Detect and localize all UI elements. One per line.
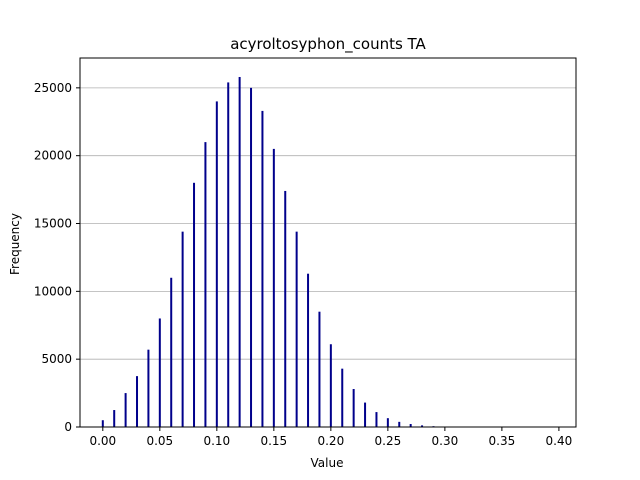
x-tick-label: 0.10 [203, 434, 230, 448]
grid-lines [80, 87, 576, 360]
histogram-bar [352, 389, 355, 427]
histogram-bar [398, 421, 401, 427]
histogram-bar [341, 368, 344, 427]
histogram-bar [375, 412, 378, 427]
histogram-bar [386, 418, 389, 427]
histogram-bar [364, 402, 367, 427]
x-tick-label: 0.35 [489, 434, 516, 448]
x-tick-label: 0.30 [432, 434, 459, 448]
histogram-bar [113, 410, 116, 427]
histogram-bar [284, 190, 287, 427]
y-tick-label: 10000 [34, 284, 72, 298]
y-tick-label: 5000 [41, 352, 72, 366]
histogram-bar [136, 376, 139, 427]
histogram-bar [158, 318, 161, 427]
histogram-bar [227, 82, 230, 427]
histogram-bar [318, 311, 321, 427]
histogram-bar [261, 110, 264, 428]
x-tick-label: 0.20 [317, 434, 344, 448]
x-tick-label: 0.25 [375, 434, 402, 448]
plot-frame [79, 57, 577, 428]
histogram-bar [101, 420, 104, 427]
x-tick-label: 0.00 [89, 434, 116, 448]
y-tick-label: 25000 [34, 81, 72, 95]
histogram-bar [147, 349, 150, 427]
chart-title: acyroltosyphon_counts TA [230, 35, 426, 54]
histogram-bar [307, 273, 310, 427]
histogram-bar [170, 277, 173, 427]
histogram-bar [329, 344, 332, 427]
histogram-bar [250, 87, 253, 428]
y-tick-label: 15000 [34, 217, 72, 231]
histogram-bar [181, 231, 184, 427]
histogram-bar [409, 424, 412, 427]
x-axis-label: Value [311, 456, 344, 470]
y-tick-label: 0 [64, 420, 72, 434]
histogram-bar [295, 231, 298, 427]
histogram-bar [421, 425, 424, 427]
histogram-bar [238, 76, 241, 427]
x-tick-label: 0.40 [546, 434, 573, 448]
axis-ticks: 0 5000 10000 15000 20000 25000 0.00 0.05 0.10 0.1… [34, 81, 572, 448]
histogram-bar [204, 142, 207, 427]
histogram-bar [272, 148, 275, 428]
histogram-bar [124, 393, 127, 427]
bars [101, 76, 446, 428]
x-tick-label: 0.05 [146, 434, 173, 448]
y-tick-label: 20000 [34, 149, 72, 163]
y-axis-label: Frequency [8, 213, 22, 275]
x-tick-label: 0.15 [260, 434, 287, 448]
histogram-bar [215, 101, 218, 427]
histogram-bar [193, 182, 196, 427]
